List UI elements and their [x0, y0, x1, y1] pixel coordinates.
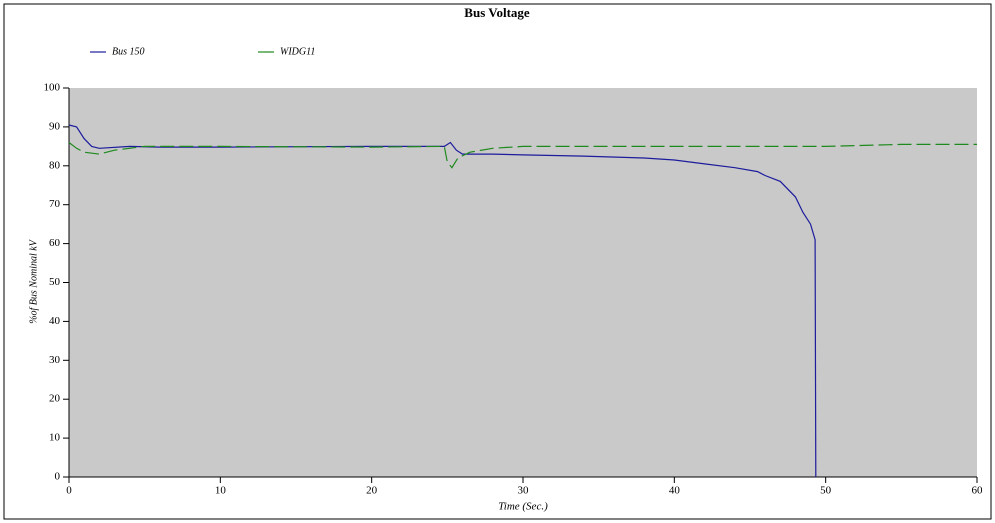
x-tick-label: 10 — [215, 485, 227, 497]
y-tick-label: 40 — [49, 315, 61, 327]
chart: Bus Voltage Time (Sec.) %of Bus Nominal … — [0, 0, 995, 523]
legend-label: WIDG11 — [280, 46, 315, 57]
x-tick-label: 60 — [972, 485, 984, 497]
y-tick-label: 80 — [49, 159, 61, 171]
y-tick-label: 50 — [49, 276, 61, 288]
chart-title: Bus Voltage — [464, 5, 530, 20]
x-tick-label: 50 — [820, 485, 832, 497]
legend-label: Bus 150 — [112, 46, 145, 57]
y-tick-label: 100 — [44, 82, 61, 94]
y-axis-label: %of Bus Nominal kV — [28, 238, 39, 323]
y-tick-label: 20 — [49, 393, 61, 405]
x-tick-label: 0 — [66, 485, 72, 497]
x-axis-label: Time (Sec.) — [498, 501, 548, 513]
y-tick-label: 60 — [49, 237, 61, 249]
y-tick-label: 90 — [49, 120, 61, 132]
y-tick-label: 70 — [49, 198, 61, 210]
y-tick-label: 10 — [49, 432, 61, 444]
x-tick-label: 40 — [669, 485, 681, 497]
x-tick-label: 30 — [518, 485, 530, 497]
y-tick-label: 0 — [55, 471, 61, 483]
x-tick-label: 20 — [366, 485, 378, 497]
y-tick-label: 30 — [49, 354, 61, 366]
